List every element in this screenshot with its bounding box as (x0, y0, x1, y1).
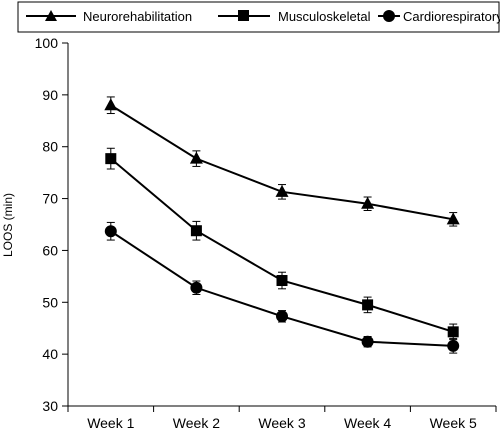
data-point-neurorehabilitation (189, 151, 203, 164)
data-point-cardiorespiratory (361, 335, 374, 348)
series-musculoskeletal (105, 147, 459, 341)
data-point-musculoskeletal (190, 225, 202, 237)
data-point-cardiorespiratory (190, 281, 203, 294)
data-point-neurorehabilitation (361, 196, 375, 209)
legend-label-neurorehabilitation: Neurorehabilitation (83, 9, 192, 24)
legend-label-musculoskeletal: Musculoskeletal (278, 9, 371, 24)
series-cardiorespiratory (104, 221, 460, 354)
data-point-musculoskeletal (276, 275, 288, 287)
legend-item-musculoskeletal: Musculoskeletal (218, 9, 371, 24)
data-point-neurorehabilitation (446, 212, 460, 225)
series-layer (104, 96, 460, 354)
data-point-musculoskeletal (362, 299, 374, 311)
x-tick-label: Week 1 (87, 415, 134, 430)
y-axis-title: LOOS (min) (1, 193, 15, 257)
legend-triangle-marker-icon (45, 10, 57, 21)
data-point-neurorehabilitation (104, 98, 118, 111)
legend-item-neurorehabilitation: Neurorehabilitation (26, 9, 192, 24)
legend: Neurorehabilitation Musculoskeletal Card… (17, 1, 500, 33)
legend-square-marker-icon (238, 10, 249, 21)
y-tick-label: 100 (35, 35, 59, 51)
data-point-neurorehabilitation (275, 184, 289, 197)
y-ticks: 30 40 50 60 70 80 90 100 (35, 35, 68, 414)
x-tick-label: Week 3 (258, 415, 305, 430)
legend-item-cardiorespiratory: Cardiorespiratory (378, 9, 500, 24)
y-tick-label: 40 (42, 346, 58, 362)
x-tick-label: Week 5 (430, 415, 477, 430)
y-tick-label: 50 (42, 294, 58, 310)
data-point-cardiorespiratory (104, 225, 117, 238)
data-point-musculoskeletal (447, 326, 459, 338)
data-point-cardiorespiratory (276, 310, 288, 323)
y-tick-label: 70 (42, 191, 58, 207)
data-point-cardiorespiratory (447, 339, 460, 352)
y-tick-label: 90 (42, 87, 58, 103)
y-tick-label: 30 (42, 398, 58, 414)
x-tick-label: Week 2 (173, 415, 220, 430)
series-neurorehabilitation (104, 96, 460, 227)
x-ticks: Week 1 Week 2 Week 3 Week 4 Week 5 (67, 406, 497, 430)
y-tick-label: 60 (42, 242, 58, 258)
legend-label-cardiorespiratory: Cardiorespiratory (403, 9, 500, 24)
legend-circle-marker-icon (383, 10, 395, 22)
data-point-musculoskeletal (105, 153, 117, 165)
x-tick-label: Week 4 (344, 415, 391, 430)
y-tick-label: 80 (42, 139, 58, 155)
